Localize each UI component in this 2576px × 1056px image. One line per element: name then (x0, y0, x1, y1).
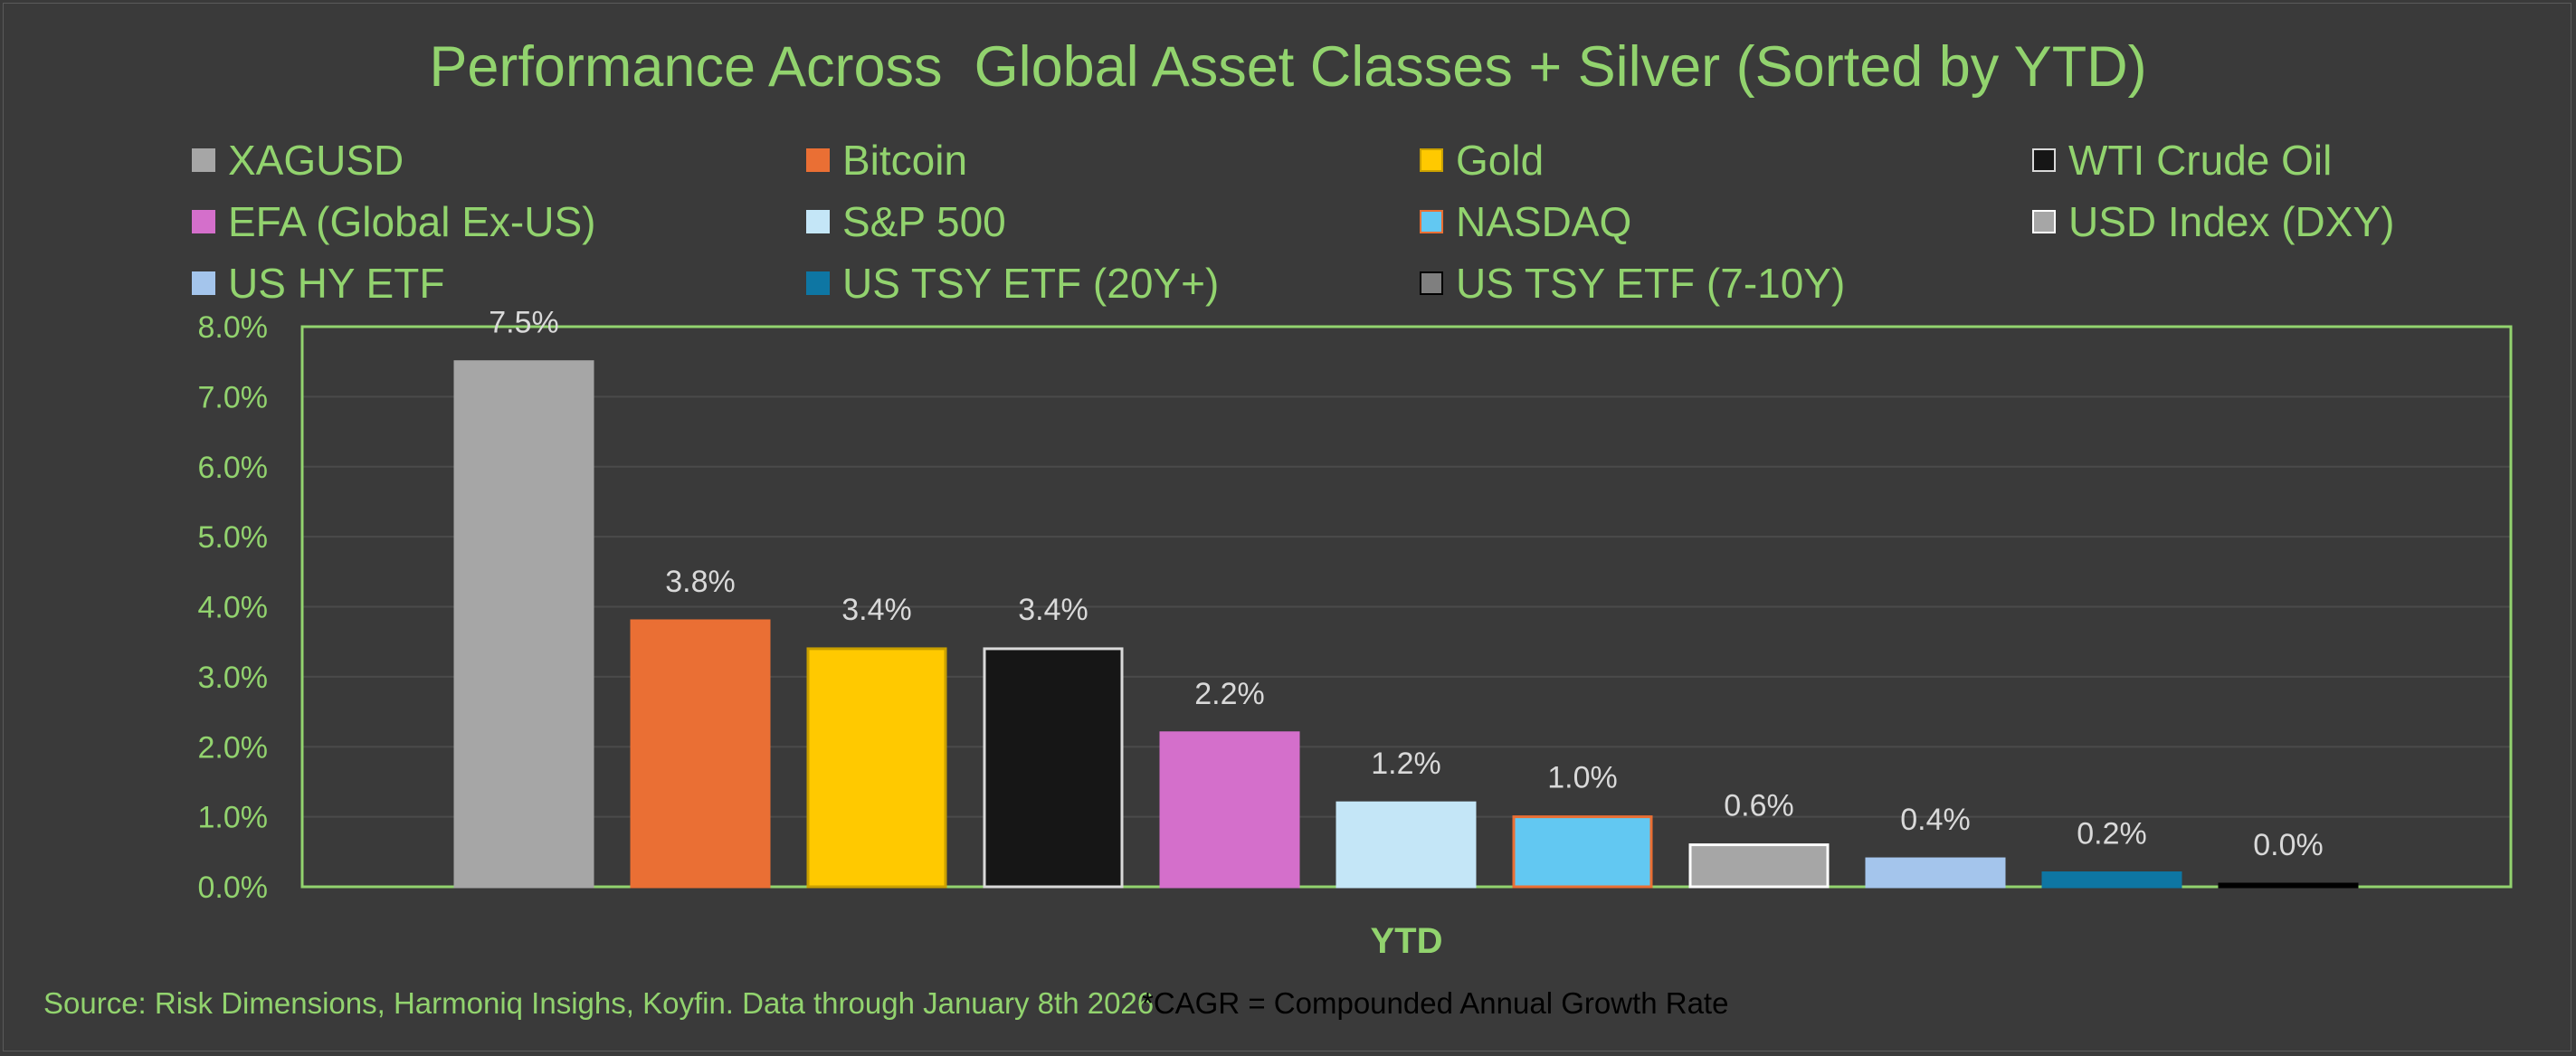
legend-swatch (192, 210, 215, 233)
y-tick-label: 8.0% (198, 310, 269, 345)
legend-label: USD Index (DXY) (2068, 198, 2395, 245)
legend-swatch (1420, 210, 1443, 233)
legend-swatch (1420, 148, 1443, 172)
bar (2218, 882, 2359, 889)
y-tick-label: 1.0% (198, 801, 269, 835)
bar (1336, 801, 1477, 889)
legend-label: US TSY ETF (7-10Y) (1456, 260, 1846, 307)
bar (983, 647, 1124, 889)
legend-item: Bitcoin (806, 133, 967, 187)
y-tick-label: 3.0% (198, 661, 269, 695)
legend-label: Gold (1456, 137, 1545, 184)
legend-item: EFA (Global Ex-US) (192, 195, 595, 249)
legend-item: NASDAQ (1420, 195, 1631, 249)
y-tick-label: 5.0% (198, 520, 269, 555)
bar (1512, 815, 1653, 889)
bar (1159, 731, 1300, 889)
y-tick-label: 7.0% (198, 380, 269, 414)
legend-label: Bitcoin (842, 137, 968, 184)
legend-swatch (806, 271, 830, 295)
source-note: Source: Risk Dimensions, Harmoniq Insigh… (43, 986, 1155, 1020)
data-label: 0.0% (2253, 828, 2324, 862)
legend-item: US TSY ETF (20Y+) (806, 256, 1219, 310)
y-tick-label: 6.0% (198, 451, 269, 485)
data-label: 0.2% (2077, 817, 2147, 851)
legend-swatch (806, 210, 830, 233)
chart-title: Performance Across Global Asset Classes … (429, 35, 2147, 99)
legend-swatch (192, 271, 215, 295)
legend-swatch (2032, 148, 2056, 172)
legend-label: S&P 500 (842, 198, 1006, 245)
cagr-note: *CAGR = Compounded Annual Growth Rate (1142, 986, 1729, 1020)
data-label: 0.4% (1900, 803, 1971, 837)
data-label: 3.4% (841, 593, 912, 627)
bar (453, 360, 594, 889)
bar (806, 647, 947, 889)
legend-swatch (1420, 271, 1443, 295)
x-axis-label: YTD (1371, 921, 1443, 961)
data-label: 1.2% (1371, 747, 1441, 781)
legend-swatch (192, 148, 215, 172)
legend-swatch (806, 148, 830, 172)
y-tick-label: 2.0% (198, 730, 269, 765)
legend-label: US HY ETF (228, 260, 445, 307)
data-label: 3.4% (1018, 593, 1088, 627)
legend-label: NASDAQ (1456, 198, 1632, 245)
bar (1688, 843, 1830, 889)
legend-label: US TSY ETF (20Y+) (842, 260, 1220, 307)
legend-item: US HY ETF (192, 256, 444, 310)
legend-item: S&P 500 (806, 195, 1006, 249)
legend-swatch (2032, 210, 2056, 233)
legend-item: WTI Crude Oil (2032, 133, 2332, 187)
bar (2041, 871, 2182, 889)
legend-item: XAGUSD (192, 133, 404, 187)
data-label: 1.0% (1547, 761, 1618, 795)
legend-item: Gold (1420, 133, 1544, 187)
legend-label: EFA (Global Ex-US) (228, 198, 596, 245)
legend-item: US TSY ETF (7-10Y) (1420, 256, 1845, 310)
legend-label: WTI Crude Oil (2068, 137, 2333, 184)
bar (630, 619, 771, 889)
data-label: 0.6% (1724, 789, 1794, 823)
data-label: 2.2% (1194, 677, 1265, 711)
data-label: 7.5% (489, 306, 559, 340)
y-tick-label: 4.0% (198, 591, 269, 625)
data-label: 3.8% (665, 565, 736, 599)
legend-item: USD Index (DXY) (2032, 195, 2394, 249)
bar (1865, 857, 2006, 889)
legend-label: XAGUSD (228, 137, 404, 184)
y-tick-label: 0.0% (198, 870, 269, 905)
